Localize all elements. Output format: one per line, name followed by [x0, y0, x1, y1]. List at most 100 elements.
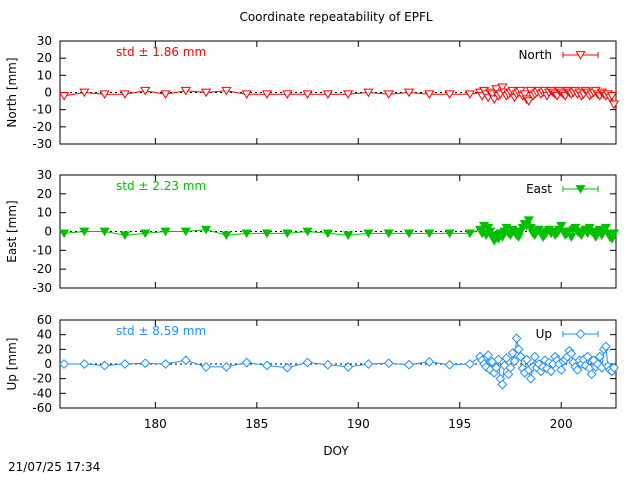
y-tick-label: 10 — [37, 206, 52, 220]
data-point — [99, 227, 110, 237]
y-axis-label: East [mm] — [5, 200, 19, 262]
y-tick-label: 0 — [44, 225, 52, 239]
y-tick-label: -10 — [32, 243, 52, 257]
data-point — [221, 86, 232, 96]
data-point — [608, 100, 620, 110]
data-point — [160, 90, 171, 99]
data-point — [201, 225, 212, 235]
data-point — [140, 86, 151, 96]
data-point — [383, 90, 394, 99]
data-point — [241, 90, 252, 99]
y-tick-label: 30 — [37, 34, 52, 48]
std-annotation: std ± 2.23 mm — [116, 179, 206, 193]
data-point — [403, 88, 415, 98]
data-point — [582, 351, 593, 362]
data-point — [262, 360, 272, 371]
data-point — [58, 92, 70, 101]
data-point — [501, 353, 512, 364]
x-tick-label: 190 — [347, 417, 370, 431]
data-point — [120, 359, 130, 369]
data-point — [464, 359, 475, 369]
data-point — [363, 229, 374, 239]
data-point — [497, 83, 508, 93]
std-annotation: std ± 8.59 mm — [116, 324, 206, 338]
data-point — [343, 90, 354, 99]
data-point — [606, 92, 618, 101]
data-point — [594, 351, 605, 362]
data-point — [521, 354, 532, 365]
data-point — [302, 227, 313, 237]
data-point — [261, 229, 273, 239]
timestamp: 21/07/25 17:34 — [8, 460, 101, 474]
x-tick-label: 180 — [144, 417, 167, 431]
data-point — [119, 90, 131, 99]
data-point — [282, 229, 293, 239]
data-point — [464, 229, 475, 239]
y-tick-label: 20 — [37, 342, 52, 356]
x-tick-label: 185 — [245, 417, 268, 431]
data-point — [600, 223, 611, 233]
data-point — [566, 348, 577, 359]
legend-label: North — [518, 48, 552, 62]
data-point — [282, 362, 293, 373]
legend-label: East — [526, 182, 552, 196]
data-point — [261, 90, 273, 99]
data-point — [515, 351, 526, 362]
data-point — [302, 357, 313, 368]
data-point — [201, 88, 212, 98]
data-point — [241, 357, 252, 368]
data-point — [424, 229, 435, 239]
data-point — [79, 359, 90, 369]
data-point — [160, 359, 171, 369]
data-point — [586, 369, 597, 380]
y-tick-label: -20 — [32, 262, 52, 276]
data-point — [546, 366, 556, 377]
y-tick-label: -30 — [32, 137, 52, 151]
y-tick-label: -20 — [32, 120, 52, 134]
data-point — [497, 379, 508, 390]
x-tick-label: 195 — [448, 417, 471, 431]
data-point — [343, 362, 354, 372]
data-point — [99, 90, 110, 99]
y-tick-label: 20 — [37, 187, 52, 201]
std-annotation: std ± 1.86 mm — [116, 45, 206, 59]
data-point — [600, 341, 611, 352]
data-point — [529, 351, 540, 362]
data-point — [160, 227, 171, 237]
data-point — [404, 359, 414, 370]
data-point — [523, 216, 534, 225]
y-tick-label: 30 — [37, 168, 52, 182]
data-point — [180, 355, 191, 366]
data-point — [403, 229, 415, 239]
data-point — [119, 231, 131, 241]
data-point — [525, 373, 536, 384]
data-point — [221, 231, 232, 241]
data-point — [507, 348, 518, 358]
y-tick-label: 20 — [37, 51, 52, 65]
data-point — [322, 90, 333, 99]
data-point — [180, 86, 191, 96]
data-point — [519, 90, 530, 99]
legend-label: Up — [536, 327, 552, 341]
panel-north: 30 20 10 0 -10 -20 -30 North [mm] std ± 1.86 mm N… — [5, 34, 620, 151]
data-point — [609, 362, 619, 373]
data-point — [302, 90, 313, 99]
y-tick-label: -30 — [32, 281, 52, 295]
y-tick-label: -20 — [32, 372, 52, 386]
x-axis-label: DOY — [323, 444, 349, 458]
data-point — [489, 95, 500, 105]
data-point — [572, 364, 583, 375]
figure-title: Coordinate repeatability of EPFL — [239, 10, 432, 24]
data-point — [201, 362, 212, 372]
data-point — [608, 229, 620, 239]
data-point — [590, 233, 601, 242]
data-point — [383, 229, 394, 239]
data-point — [483, 350, 494, 361]
y-tick-label: 0 — [44, 86, 52, 100]
data-point — [566, 233, 577, 242]
data-point — [493, 354, 504, 365]
x-tick-label: 200 — [550, 417, 573, 431]
legend-marker — [575, 51, 586, 60]
data-point — [505, 362, 516, 373]
